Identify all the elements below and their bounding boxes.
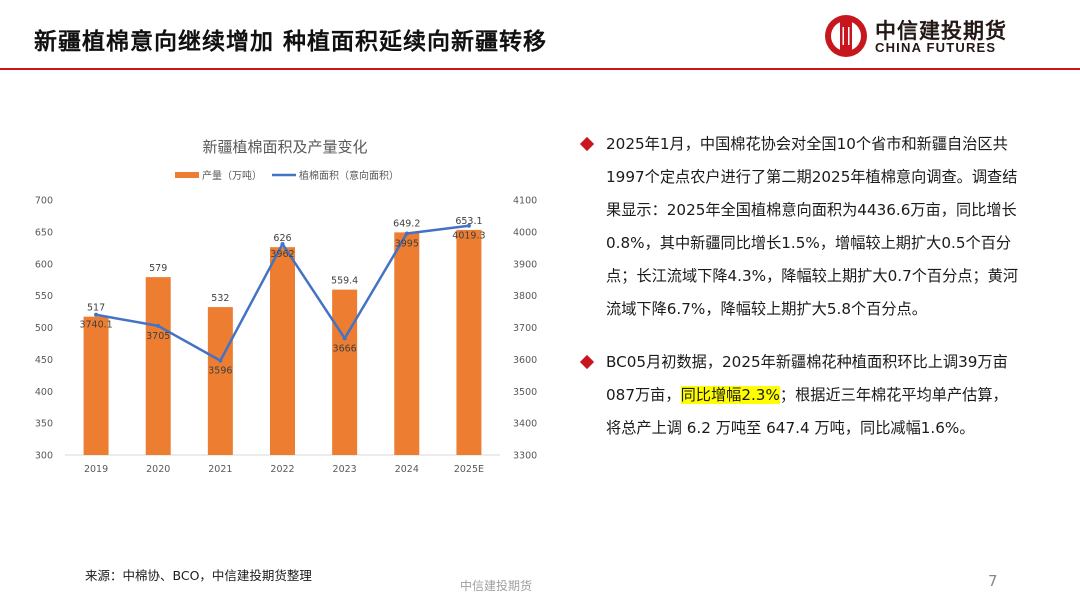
bar-2022 xyxy=(270,247,295,455)
bullet-item: BC05月初数据，2025年新疆棉花种植面积环比上调39万亩087万亩，同比增幅… xyxy=(579,346,1020,445)
y-right-tick-label: 3900 xyxy=(513,259,537,270)
y-right-tick-label: 3700 xyxy=(513,323,537,334)
bar-2021 xyxy=(207,307,233,455)
x-tick-label: 2020 xyxy=(146,464,170,475)
y-left-tick-label: 350 xyxy=(35,419,53,430)
line-data-label: 3596 xyxy=(208,366,232,377)
bar-2023 xyxy=(332,289,358,455)
bar-2020 xyxy=(145,277,171,455)
bar-data-label: 649.2 xyxy=(393,218,420,229)
bar-data-label: 559.4 xyxy=(331,276,358,287)
line-data-label: 3705 xyxy=(146,331,170,342)
line-point-2019 xyxy=(94,312,99,317)
y-right-tick-label: 4100 xyxy=(513,196,537,207)
x-tick-label: 2023 xyxy=(333,464,357,475)
bar-2025E xyxy=(456,229,482,455)
chart-title: 新疆植棉面积及产量变化 xyxy=(202,138,367,156)
x-tick-label: 2021 xyxy=(208,464,232,475)
logo-english-name: CHINA FUTURES xyxy=(875,40,997,55)
y-left-tick-label: 500 xyxy=(35,323,53,334)
company-logo: 中信建投期货 CHINA FUTURES xyxy=(823,13,1063,61)
line-point-2021 xyxy=(218,358,223,363)
bullet-text: ；根据近三年棉花平均单产估算，将总产上调 6.2 万吨至 647.4 万吨，同比… xyxy=(606,386,1008,437)
page-title: 新疆植棉意向继续增加 种植面积延续向新疆转移 xyxy=(34,29,548,55)
legend-label-line: 植棉面积（意向面积） xyxy=(299,169,399,182)
line-data-label: 3995 xyxy=(395,238,419,249)
x-tick-label: 2019 xyxy=(84,464,108,475)
y-right-tick-label: 3600 xyxy=(513,355,537,366)
bar-data-label: 517 xyxy=(87,303,105,314)
footer-company: 中信建投期货 xyxy=(460,579,533,593)
chart-container: 新疆植棉面积及产量变化产量（万吨） 植棉面积（意向面积） 300 350 400 450 5… xyxy=(25,120,545,490)
y-right-tick-label: 3400 xyxy=(513,419,537,430)
bar-2019 xyxy=(83,316,109,455)
line-point-2022 xyxy=(280,241,285,246)
diamond-bullet-icon xyxy=(579,354,595,370)
bar-data-label: 579 xyxy=(149,263,167,274)
bar-data-label: 532 xyxy=(211,293,229,304)
line-point-2020 xyxy=(156,323,161,328)
legend-label-bar: 产量（万吨） xyxy=(202,169,262,182)
line-data-label: 3962 xyxy=(270,249,294,260)
line-point-2023 xyxy=(342,336,347,341)
y-left-tick-label: 550 xyxy=(35,291,53,302)
page-number: 7 xyxy=(988,572,998,590)
line-data-label: 3740.1 xyxy=(79,320,112,331)
bar-2024 xyxy=(394,232,420,455)
y-left-tick-label: 700 xyxy=(35,196,53,207)
y-right-tick-label: 4000 xyxy=(513,227,537,238)
y-right-tick-label: 3800 xyxy=(513,291,537,302)
x-tick-label: 2022 xyxy=(270,464,294,475)
header-divider xyxy=(0,68,1080,70)
logo-chinese-name: 中信建投期货 xyxy=(875,19,1007,43)
source-note: 来源：中棉协、BCO，中信建投期货整理 xyxy=(85,568,312,583)
bullet-text: BC05月初数据，2025年新疆棉花种植面积环比上调39万亩087万亩， xyxy=(606,353,1008,404)
bar-data-label: 653.1 xyxy=(455,216,482,227)
line-data-label: 4019.3 xyxy=(452,231,485,242)
x-tick-label: 2024 xyxy=(395,464,419,475)
line-point-2024 xyxy=(404,231,409,236)
diamond-bullet-icon xyxy=(579,136,595,152)
y-right-tick-label: 3500 xyxy=(513,387,537,398)
bullet-text: 2025年1月，中国棉花协会对全国10个省市和新疆自治区共1997个定点农户进行… xyxy=(606,135,1019,318)
y-left-tick-label: 400 xyxy=(35,387,53,398)
y-left-tick-label: 450 xyxy=(35,355,53,366)
citic-logo-icon xyxy=(825,15,867,57)
y-left-tick-label: 600 xyxy=(35,259,53,270)
highlighted-text: 同比增幅2.3% xyxy=(680,386,780,404)
x-tick-label: 2025E xyxy=(454,464,484,475)
y-right-tick-label: 3300 xyxy=(513,451,537,462)
y-left-tick-label: 650 xyxy=(35,227,53,238)
legend-swatch-bar xyxy=(175,172,199,178)
line-point-2025E xyxy=(466,223,471,228)
bullet-list: 2025年1月，中国棉花协会对全国10个省市和新疆自治区共1997个定点农户进行… xyxy=(579,128,1020,465)
line-data-label: 3666 xyxy=(333,343,357,354)
bar-data-label: 626 xyxy=(273,233,291,244)
bullet-item: 2025年1月，中国棉花协会对全国10个省市和新疆自治区共1997个定点农户进行… xyxy=(579,128,1020,326)
y-left-tick-label: 300 xyxy=(35,451,53,462)
